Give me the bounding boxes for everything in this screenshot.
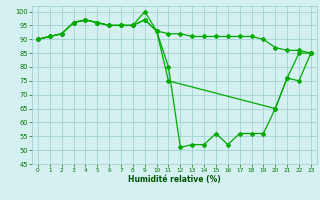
X-axis label: Humidité relative (%): Humidité relative (%) xyxy=(128,175,221,184)
